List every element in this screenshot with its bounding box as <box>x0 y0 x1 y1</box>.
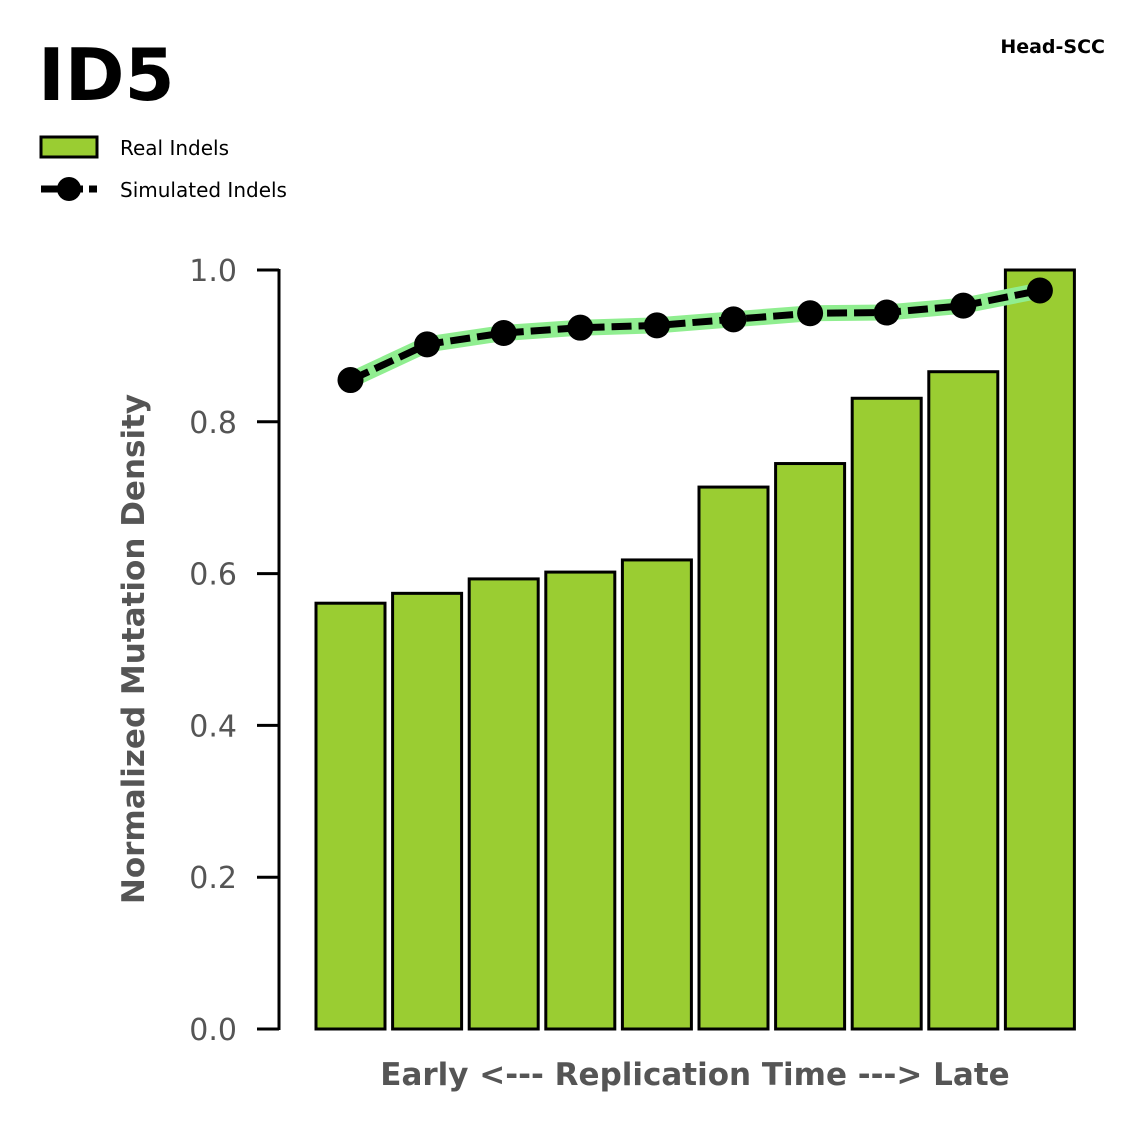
y-tick-label: 0.8 <box>189 406 237 441</box>
bar <box>391 591 464 1031</box>
simulated-series-line <box>349 287 1041 384</box>
legend: Real Indels Simulated Indels <box>39 135 287 202</box>
chart-subtitle: Head-SCC <box>1000 36 1105 58</box>
bar <box>544 570 617 1031</box>
bars <box>314 268 1076 1031</box>
legend-marker-simulated-indels <box>57 177 81 201</box>
simulated-point <box>414 331 441 358</box>
simulated-point <box>873 299 900 326</box>
simulated-point <box>1026 277 1053 304</box>
bar <box>314 601 387 1031</box>
simulated-point <box>720 306 747 333</box>
legend-label-real-indels: Real Indels <box>120 136 229 160</box>
bar <box>697 485 770 1031</box>
legend-swatch-real-indels <box>39 135 99 159</box>
simulated-point <box>337 367 364 394</box>
simulated-point <box>950 292 977 319</box>
simulated-line <box>337 277 1053 394</box>
bar <box>927 370 1000 1031</box>
legend-label-simulated-indels: Simulated Indels <box>120 178 287 202</box>
simulated-band <box>342 282 1048 389</box>
chart-title: ID5 <box>38 33 175 117</box>
simulated-point <box>643 312 670 339</box>
x-axis-label: Early <--- Replication Time ---> Late <box>380 1057 1009 1093</box>
simulated-point <box>567 314 594 341</box>
y-tick-label: 0.6 <box>189 558 237 593</box>
y-tick-label: 0.0 <box>189 1013 237 1048</box>
y-axis: 0.0 0.2 0.4 0.6 0.8 1.0 <box>189 254 281 1048</box>
bar <box>774 462 847 1031</box>
y-axis-label: Normalized Mutation Density <box>116 394 152 904</box>
y-tick-label: 0.4 <box>189 709 237 744</box>
bar <box>850 396 923 1031</box>
y-tick-label: 1.0 <box>189 254 237 289</box>
simulated-point <box>797 300 824 327</box>
y-tick-label: 0.2 <box>189 861 237 896</box>
bar <box>467 577 540 1031</box>
bar <box>620 558 693 1031</box>
simulated-point <box>490 319 517 346</box>
bar <box>1003 268 1076 1031</box>
